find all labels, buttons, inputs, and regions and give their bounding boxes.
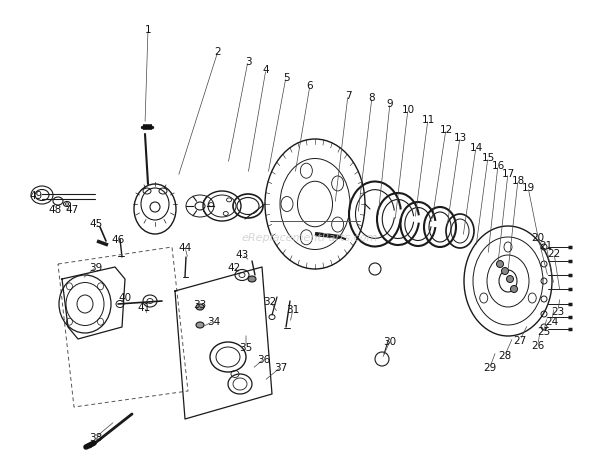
Text: 46: 46 xyxy=(112,235,124,245)
Text: 49: 49 xyxy=(30,190,42,201)
Text: eReplacementParts.com: eReplacementParts.com xyxy=(242,233,378,242)
Text: 44: 44 xyxy=(178,242,192,252)
Text: 33: 33 xyxy=(194,299,206,309)
Text: 13: 13 xyxy=(453,133,467,143)
Text: 19: 19 xyxy=(522,183,535,193)
Ellipse shape xyxy=(196,322,204,328)
Text: 37: 37 xyxy=(274,362,288,372)
Text: 9: 9 xyxy=(386,99,394,109)
Text: 42: 42 xyxy=(227,263,241,272)
Circle shape xyxy=(497,261,503,268)
Text: 27: 27 xyxy=(513,335,527,345)
Text: 7: 7 xyxy=(345,91,351,101)
Text: 28: 28 xyxy=(499,350,512,360)
Text: 10: 10 xyxy=(401,105,415,115)
Text: 29: 29 xyxy=(483,362,497,372)
Text: 41: 41 xyxy=(137,302,150,312)
Text: 30: 30 xyxy=(384,336,396,346)
Text: 47: 47 xyxy=(65,205,78,214)
Text: 3: 3 xyxy=(245,57,251,67)
Text: 48: 48 xyxy=(48,205,61,214)
Text: 18: 18 xyxy=(512,176,525,185)
Ellipse shape xyxy=(196,304,204,310)
Text: 38: 38 xyxy=(89,432,103,442)
Text: 24: 24 xyxy=(545,316,559,326)
Circle shape xyxy=(506,276,513,283)
Text: 11: 11 xyxy=(421,115,435,125)
Text: 40: 40 xyxy=(119,292,132,302)
Text: 1: 1 xyxy=(145,25,151,35)
Text: 4: 4 xyxy=(263,65,269,75)
Text: 5: 5 xyxy=(283,73,289,83)
Text: 22: 22 xyxy=(548,248,560,258)
Text: 12: 12 xyxy=(440,125,453,134)
Text: 14: 14 xyxy=(470,143,483,153)
Text: 39: 39 xyxy=(89,263,103,272)
Text: 8: 8 xyxy=(369,93,375,103)
Circle shape xyxy=(510,286,517,293)
Text: 21: 21 xyxy=(539,241,553,251)
Text: 35: 35 xyxy=(240,342,253,352)
Text: 36: 36 xyxy=(257,354,271,364)
Text: 45: 45 xyxy=(89,218,103,229)
Text: 15: 15 xyxy=(481,153,494,162)
Text: 20: 20 xyxy=(532,233,545,242)
Text: 16: 16 xyxy=(491,161,504,171)
Circle shape xyxy=(502,268,509,275)
Text: 43: 43 xyxy=(235,249,248,259)
Text: 23: 23 xyxy=(552,306,565,316)
Text: 2: 2 xyxy=(215,47,221,57)
Text: 25: 25 xyxy=(537,326,550,336)
Text: 6: 6 xyxy=(307,81,313,91)
Ellipse shape xyxy=(248,276,256,282)
Text: 26: 26 xyxy=(532,340,545,350)
Text: 34: 34 xyxy=(207,316,221,326)
Text: 17: 17 xyxy=(502,168,514,179)
Text: 32: 32 xyxy=(263,297,277,306)
Text: 31: 31 xyxy=(286,304,300,314)
